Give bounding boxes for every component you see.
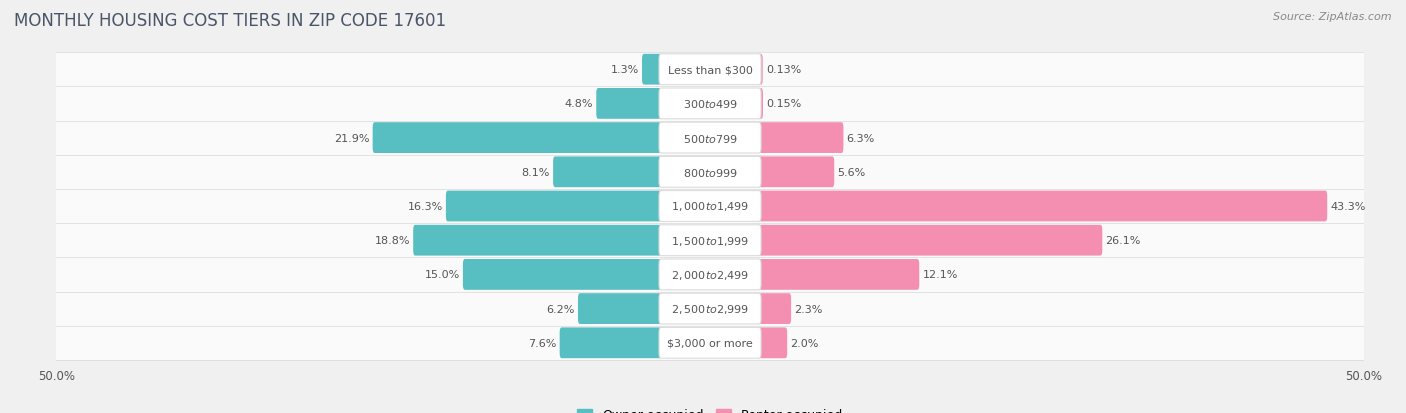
FancyBboxPatch shape bbox=[44, 190, 1376, 223]
Text: 6.3%: 6.3% bbox=[846, 133, 875, 143]
FancyBboxPatch shape bbox=[44, 258, 1376, 292]
FancyBboxPatch shape bbox=[756, 328, 787, 358]
Text: 5.6%: 5.6% bbox=[838, 167, 866, 177]
Text: 43.3%: 43.3% bbox=[1330, 202, 1365, 211]
FancyBboxPatch shape bbox=[756, 89, 763, 119]
Text: 4.8%: 4.8% bbox=[564, 99, 593, 109]
Text: 0.15%: 0.15% bbox=[766, 99, 801, 109]
Legend: Owner-occupied, Renter-occupied: Owner-occupied, Renter-occupied bbox=[572, 404, 848, 413]
FancyBboxPatch shape bbox=[44, 155, 1376, 190]
FancyBboxPatch shape bbox=[643, 55, 664, 85]
FancyBboxPatch shape bbox=[373, 123, 664, 154]
Text: $2,000 to $2,499: $2,000 to $2,499 bbox=[671, 268, 749, 281]
FancyBboxPatch shape bbox=[413, 225, 664, 256]
FancyBboxPatch shape bbox=[44, 53, 1376, 87]
FancyBboxPatch shape bbox=[756, 225, 1102, 256]
Text: Less than $300: Less than $300 bbox=[668, 65, 752, 75]
Text: 26.1%: 26.1% bbox=[1105, 236, 1140, 246]
Text: 2.3%: 2.3% bbox=[794, 304, 823, 314]
FancyBboxPatch shape bbox=[756, 55, 762, 85]
Text: 7.6%: 7.6% bbox=[529, 338, 557, 348]
Text: 6.2%: 6.2% bbox=[547, 304, 575, 314]
FancyBboxPatch shape bbox=[659, 294, 761, 324]
Text: 2.0%: 2.0% bbox=[790, 338, 818, 348]
FancyBboxPatch shape bbox=[44, 223, 1376, 258]
Text: $500 to $799: $500 to $799 bbox=[682, 132, 738, 144]
Text: 8.1%: 8.1% bbox=[522, 167, 550, 177]
FancyBboxPatch shape bbox=[756, 123, 844, 154]
FancyBboxPatch shape bbox=[553, 157, 664, 188]
FancyBboxPatch shape bbox=[560, 328, 664, 358]
Text: Source: ZipAtlas.com: Source: ZipAtlas.com bbox=[1274, 12, 1392, 22]
Text: 18.8%: 18.8% bbox=[374, 236, 411, 246]
FancyBboxPatch shape bbox=[659, 225, 761, 256]
FancyBboxPatch shape bbox=[578, 294, 664, 324]
FancyBboxPatch shape bbox=[659, 191, 761, 222]
FancyBboxPatch shape bbox=[463, 259, 664, 290]
Text: MONTHLY HOUSING COST TIERS IN ZIP CODE 17601: MONTHLY HOUSING COST TIERS IN ZIP CODE 1… bbox=[14, 12, 446, 30]
Text: 1.3%: 1.3% bbox=[610, 65, 638, 75]
FancyBboxPatch shape bbox=[44, 326, 1376, 360]
Text: 21.9%: 21.9% bbox=[333, 133, 370, 143]
FancyBboxPatch shape bbox=[756, 294, 792, 324]
Text: $300 to $499: $300 to $499 bbox=[682, 98, 738, 110]
FancyBboxPatch shape bbox=[446, 191, 664, 222]
Text: $800 to $999: $800 to $999 bbox=[682, 166, 738, 178]
FancyBboxPatch shape bbox=[756, 157, 834, 188]
Text: $2,500 to $2,999: $2,500 to $2,999 bbox=[671, 302, 749, 316]
FancyBboxPatch shape bbox=[44, 121, 1376, 155]
FancyBboxPatch shape bbox=[756, 191, 1327, 222]
Text: $1,500 to $1,999: $1,500 to $1,999 bbox=[671, 234, 749, 247]
FancyBboxPatch shape bbox=[659, 259, 761, 290]
FancyBboxPatch shape bbox=[659, 157, 761, 188]
Text: $1,000 to $1,499: $1,000 to $1,499 bbox=[671, 200, 749, 213]
FancyBboxPatch shape bbox=[44, 87, 1376, 121]
FancyBboxPatch shape bbox=[756, 259, 920, 290]
FancyBboxPatch shape bbox=[659, 89, 761, 119]
FancyBboxPatch shape bbox=[659, 123, 761, 154]
Text: 16.3%: 16.3% bbox=[408, 202, 443, 211]
FancyBboxPatch shape bbox=[659, 55, 761, 85]
FancyBboxPatch shape bbox=[44, 292, 1376, 326]
Text: 0.13%: 0.13% bbox=[766, 65, 801, 75]
Text: 12.1%: 12.1% bbox=[922, 270, 957, 280]
FancyBboxPatch shape bbox=[659, 328, 761, 358]
FancyBboxPatch shape bbox=[596, 89, 664, 119]
Text: 15.0%: 15.0% bbox=[425, 270, 460, 280]
Text: $3,000 or more: $3,000 or more bbox=[668, 338, 752, 348]
